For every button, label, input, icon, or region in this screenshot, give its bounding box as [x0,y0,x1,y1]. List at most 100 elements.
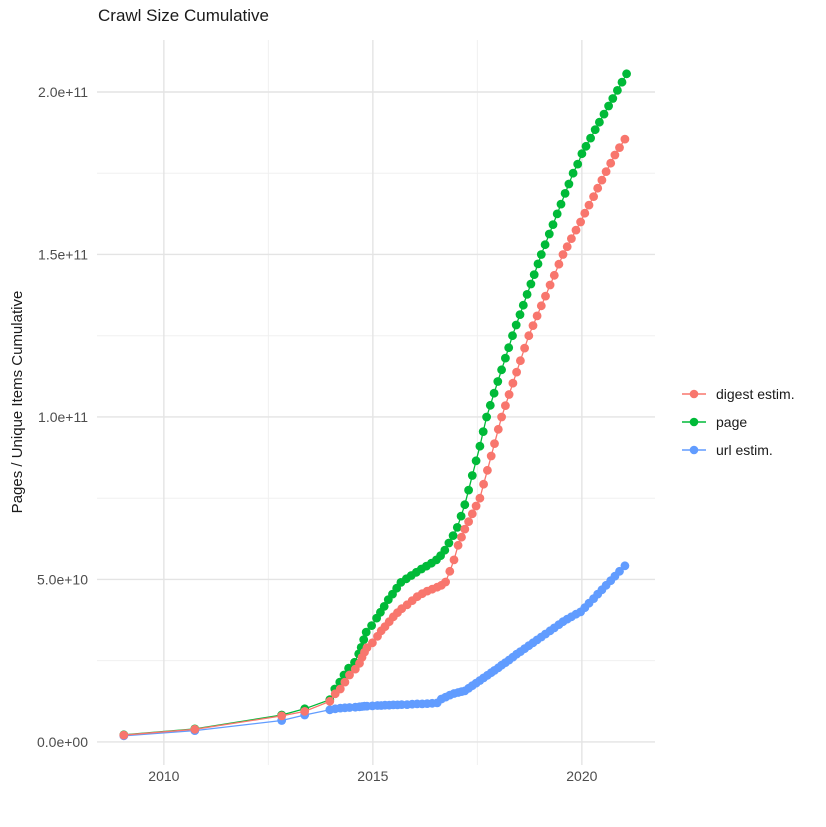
data-point-digest-estim [558,250,568,259]
data-point-page [540,240,550,250]
y-axis-title: Pages / Unique Items Cumulative [9,290,26,514]
data-point-page [467,471,477,480]
legend-item-digest-estim: digest estim. [682,380,795,408]
data-point-digest-estim [464,517,473,526]
data-point-digest-estim [340,677,350,687]
data-point-digest-estim [493,424,503,434]
legend-item-page: page [682,408,795,436]
x-tick-label: 2015 [357,768,388,784]
data-point-page [544,229,554,239]
data-point-page [529,270,539,279]
legend-item-url-estim: url estim. [682,436,795,464]
data-point-digest-estim [610,150,620,160]
data-point-page [518,300,528,310]
data-point-digest-estim [584,200,594,210]
gridlines-minor [97,40,655,765]
legend-label-url-estim: url estim. [716,442,773,458]
data-point-page [489,388,499,398]
legend: digest estim. page url estim. [682,380,795,464]
gridlines-major [97,40,655,765]
data-point-digest-estim [490,439,499,448]
data-point-digest-estim [325,696,335,706]
legend-label-digest-estim: digest estim. [716,386,795,402]
data-point-digest-estim [615,143,624,153]
data-point-digest-estim [475,493,485,503]
chart-title: Crawl Size Cumulative [98,6,269,25]
data-point-page [511,320,521,330]
data-point-digest-estim [368,638,377,648]
data-series-layer [119,69,631,741]
data-point-digest-estim [532,311,542,321]
data-point-page [560,189,570,198]
data-point-digest-estim [457,532,466,542]
data-point-page [504,343,514,353]
data-point-page [622,69,631,79]
data-point-url-estim [615,566,624,576]
y-tick-label: 2.0e+11 [38,84,88,100]
data-point-digest-estim [580,208,590,218]
data-point-page [552,209,562,219]
data-point-digest-estim [479,479,488,489]
data-point-digest-estim [497,412,506,422]
data-point-digest-estim [541,291,550,301]
data-point-page [448,531,458,540]
y-tick-label: 0.0e+00 [37,734,88,750]
data-point-digest-estim [571,225,581,235]
data-point-url-estim [620,561,630,571]
data-point-digest-estim [508,378,518,388]
data-point-digest-estim [524,331,534,341]
data-point-digest-estim [190,724,200,734]
legend-key-url-estim-icon [682,445,706,455]
data-point-page [508,331,517,341]
data-point-page [590,125,600,135]
data-point-page [586,133,595,143]
data-point-page [522,290,532,299]
x-tick-label: 2010 [148,768,179,784]
data-point-digest-estim [119,730,129,740]
data-point-page [497,365,506,375]
data-point-digest-estim [300,707,310,716]
data-point-digest-estim [554,259,564,269]
data-point-page [564,179,574,189]
data-point-page [475,441,485,451]
data-point-digest-estim [576,217,585,227]
y-tick-label: 1.0e+11 [38,409,88,425]
legend-key-page-icon [682,417,706,427]
data-point-page [471,456,481,466]
data-point-page [485,400,495,410]
data-point-digest-estim [441,577,450,587]
x-tick-label: 2020 [566,768,597,784]
data-point-digest-estim [567,234,576,244]
axis-tick-labels: 0.0e+00 5.0e+10 1.0e+11 1.5e+11 2.0e+11 2010 2… [37,84,598,784]
data-point-digest-estim [516,356,525,366]
data-point-digest-estim [460,524,470,534]
data-point-page [359,635,369,644]
data-point-page [452,523,462,532]
data-point-digest-estim [545,280,555,290]
data-point-digest-estim [471,501,481,511]
data-point-digest-estim [512,367,521,377]
data-point-page [493,377,503,386]
data-point-digest-estim [606,158,616,168]
data-point-page [526,279,536,289]
data-point-page [617,77,627,87]
data-point-digest-estim [589,192,598,202]
data-point-page [379,602,389,611]
data-point-digest-estim [562,242,572,252]
data-point-page [568,168,578,178]
data-point-digest-estim [345,670,354,680]
data-point-digest-estim [549,270,559,280]
data-point-page [367,621,376,630]
series-digest-estim [119,134,630,740]
data-point-page [581,141,591,151]
data-point-page [556,199,566,209]
data-point-page [604,101,613,111]
y-tick-label: 5.0e+10 [37,571,88,587]
data-point-digest-estim [597,175,607,185]
data-point-page [608,94,618,103]
data-point-page [573,159,583,169]
data-point-digest-estim [445,566,455,576]
data-point-digest-estim [449,555,459,565]
